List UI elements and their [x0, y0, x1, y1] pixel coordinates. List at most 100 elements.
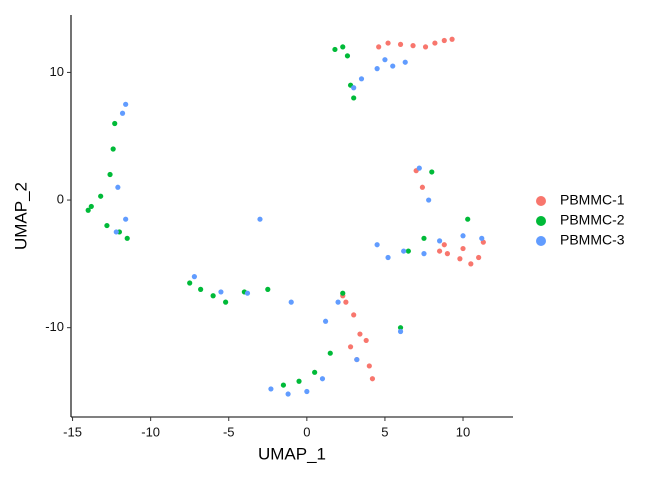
point [304, 388, 310, 395]
point [191, 274, 197, 280]
point [123, 101, 129, 107]
point [123, 216, 129, 222]
x-tick-label: -15 [63, 424, 82, 439]
point [465, 216, 471, 222]
point [479, 235, 485, 241]
x-tick-label: -5 [223, 424, 235, 439]
point [429, 169, 435, 175]
point [257, 216, 263, 222]
point [347, 344, 354, 350]
point [397, 41, 404, 47]
point [187, 280, 193, 286]
point [244, 290, 251, 296]
point [366, 363, 372, 369]
point [441, 242, 447, 248]
point [223, 299, 229, 305]
point [112, 120, 118, 127]
point [104, 222, 110, 229]
point [85, 207, 91, 213]
point [405, 248, 411, 254]
point [419, 184, 426, 190]
point [397, 328, 404, 335]
point [110, 146, 116, 152]
legend-label: PBMMC-3 [560, 232, 625, 248]
legend-key [536, 236, 546, 246]
point [432, 40, 438, 46]
point [280, 382, 287, 388]
legend-key [536, 216, 546, 226]
point [351, 95, 357, 101]
point [322, 318, 329, 324]
legend-label: PBMMC-2 [560, 212, 625, 228]
point [327, 350, 333, 356]
point [354, 356, 360, 363]
point [382, 57, 388, 63]
point [401, 248, 407, 254]
point [460, 245, 466, 252]
point [476, 254, 482, 261]
x-tick-label: 0 [303, 424, 310, 439]
point [363, 337, 369, 344]
legend-key [536, 196, 546, 206]
point [385, 40, 391, 46]
point [449, 36, 455, 42]
point [113, 229, 119, 235]
point [422, 44, 429, 50]
point [296, 378, 302, 384]
point [426, 197, 432, 203]
point [332, 46, 338, 53]
point [319, 376, 326, 382]
point [416, 165, 422, 171]
point [124, 235, 130, 241]
point [344, 53, 351, 59]
point [88, 203, 94, 210]
point [288, 299, 294, 305]
point [397, 325, 404, 331]
point [340, 44, 346, 50]
point [358, 76, 365, 82]
point [460, 233, 466, 239]
point [421, 251, 427, 257]
point [441, 37, 447, 44]
point [218, 289, 224, 295]
point [369, 376, 376, 382]
point [436, 248, 443, 254]
point [335, 299, 341, 305]
point [268, 386, 274, 392]
point [119, 110, 126, 116]
point [115, 184, 121, 190]
point [390, 63, 396, 69]
point [468, 261, 474, 267]
y-tick-label: 0 [57, 191, 64, 206]
x-tick-label: -10 [141, 424, 160, 439]
point [351, 85, 357, 91]
x-tick-label: 5 [381, 424, 388, 439]
point [351, 312, 357, 318]
point [385, 254, 391, 261]
point [457, 256, 463, 262]
point [402, 59, 408, 65]
point [340, 290, 346, 296]
point [421, 235, 427, 241]
point [444, 251, 451, 257]
x-tick-label: 10 [456, 424, 470, 439]
point [376, 44, 382, 50]
point [374, 242, 380, 248]
point [210, 293, 216, 299]
y-axis-title: UMAP_2 [11, 182, 30, 250]
point [198, 286, 204, 292]
y-tick-label: -10 [45, 319, 64, 334]
point [98, 193, 104, 199]
point [107, 171, 113, 178]
point [343, 299, 349, 305]
point [265, 286, 271, 292]
point [285, 391, 291, 397]
point [436, 238, 443, 244]
y-tick-label: 10 [50, 64, 64, 79]
point [312, 369, 318, 375]
point [357, 331, 363, 337]
point [410, 43, 416, 49]
x-axis-title: UMAP_1 [258, 444, 326, 463]
legend-label: PBMMC-1 [560, 192, 625, 208]
